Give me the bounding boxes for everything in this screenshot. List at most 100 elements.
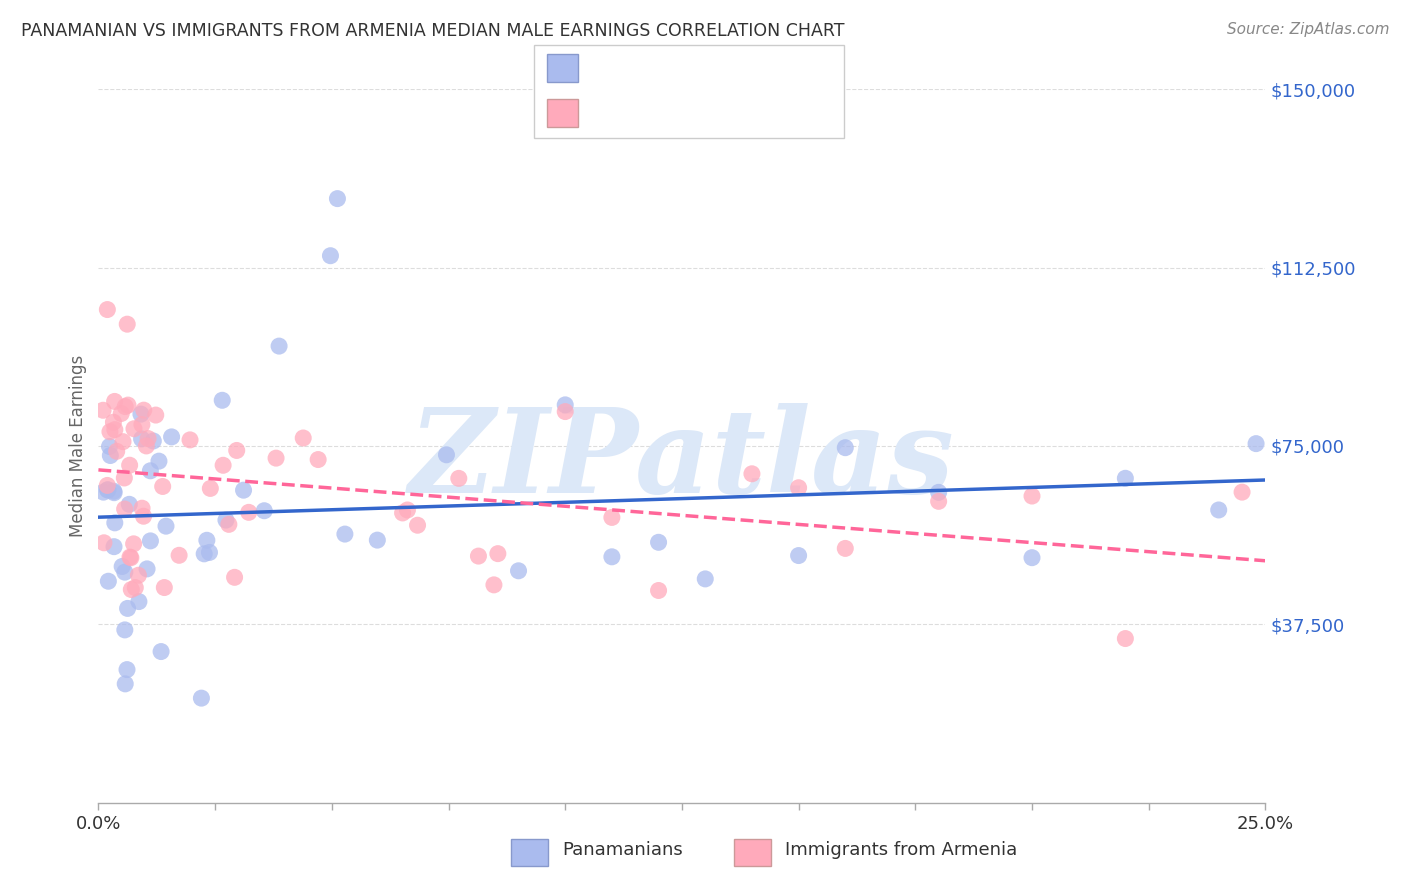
Point (396, 503, 419, 517)
Point (1244, 436, 1267, 450)
Point (136, 432, 159, 446)
Point (145, 408, 167, 422)
Point (160, 430, 183, 444)
Point (139, 533, 162, 548)
Point (391, 506, 413, 520)
Text: Immigrants from Armenia: Immigrants from Armenia (785, 841, 1017, 859)
Point (211, 393, 233, 408)
Point (142, 434, 165, 448)
Point (103, 485, 125, 500)
Point (124, 581, 146, 595)
Point (554, 404, 576, 418)
Point (153, 581, 176, 595)
Point (132, 509, 155, 524)
Point (120, 550, 142, 565)
Point (129, 407, 152, 421)
Point (150, 644, 173, 658)
Point (97, 483, 120, 497)
Point (319, 249, 342, 263)
Point (787, 549, 810, 563)
Point (218, 517, 240, 532)
Bar (547, 99, 578, 127)
Point (554, 398, 576, 412)
Point (118, 458, 141, 473)
Point (486, 547, 509, 561)
Point (131, 417, 153, 432)
Text: N =  61: N = 61 (725, 103, 800, 121)
Point (93, 536, 115, 550)
Point (787, 481, 810, 495)
Point (98, 440, 121, 454)
Point (238, 505, 260, 519)
Point (193, 547, 215, 561)
Point (1021, 489, 1043, 503)
Point (114, 565, 136, 579)
Point (127, 568, 149, 582)
Point (741, 467, 763, 481)
Point (447, 471, 470, 485)
Point (114, 677, 136, 691)
Point (114, 502, 136, 516)
Point (118, 550, 141, 565)
Point (834, 441, 856, 455)
Point (104, 423, 127, 437)
Point (148, 454, 170, 468)
Point (93, 485, 115, 500)
Point (253, 504, 276, 518)
Point (104, 394, 127, 409)
Point (98, 449, 121, 463)
Point (115, 663, 138, 677)
Point (1114, 471, 1136, 485)
Point (190, 691, 212, 706)
Point (436, 448, 458, 462)
Text: PANAMANIAN VS IMMIGRANTS FROM ARMENIA MEDIAN MALE EARNINGS CORRELATION CHART: PANAMANIAN VS IMMIGRANTS FROM ARMENIA ME… (21, 22, 845, 40)
Point (122, 422, 145, 436)
Text: Panamanians: Panamanians (562, 841, 682, 859)
Point (267, 339, 290, 353)
Point (508, 564, 530, 578)
Point (117, 398, 139, 412)
Point (155, 519, 177, 533)
Point (225, 443, 247, 458)
Point (103, 540, 125, 554)
Text: R = -0.040: R = -0.040 (586, 59, 692, 78)
Point (198, 545, 221, 559)
Point (117, 601, 139, 615)
Text: R =  -0.276: R = -0.276 (586, 103, 699, 121)
Point (132, 403, 155, 417)
Y-axis label: Median Male Earnings: Median Male Earnings (69, 355, 87, 537)
Point (292, 431, 315, 445)
Point (103, 415, 125, 429)
Point (111, 559, 134, 574)
Point (264, 451, 287, 466)
Point (167, 549, 190, 563)
Point (128, 594, 150, 608)
Bar (734, 838, 770, 865)
Point (114, 623, 136, 637)
Point (224, 570, 246, 584)
Point (928, 485, 950, 500)
Point (131, 432, 153, 446)
Point (103, 484, 125, 499)
Text: N = 54: N = 54 (725, 59, 794, 78)
Point (200, 482, 222, 496)
Point (366, 533, 388, 548)
Point (1114, 632, 1136, 646)
Point (928, 494, 950, 508)
Point (122, 537, 145, 551)
Point (695, 572, 717, 586)
Point (195, 533, 218, 548)
Point (96, 478, 118, 492)
Point (1230, 485, 1253, 500)
Point (96, 302, 118, 317)
Text: Source: ZipAtlas.com: Source: ZipAtlas.com (1226, 22, 1389, 37)
Point (152, 479, 174, 493)
Point (307, 452, 329, 467)
Bar (510, 838, 548, 865)
Point (104, 516, 127, 530)
Point (467, 549, 489, 563)
Text: ZIPatlas: ZIPatlas (409, 403, 955, 517)
Point (406, 518, 429, 533)
Point (98, 425, 121, 439)
Point (232, 483, 254, 498)
